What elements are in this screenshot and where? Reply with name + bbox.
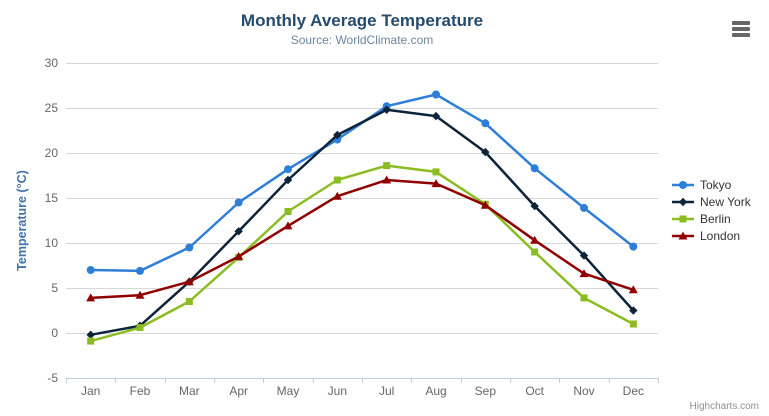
data-point-marker-new-york[interactable] bbox=[382, 105, 391, 114]
data-point-marker-tokyo[interactable] bbox=[234, 198, 243, 207]
data-point-marker-berlin[interactable] bbox=[629, 320, 637, 328]
data-point-marker-new-york[interactable] bbox=[431, 111, 441, 121]
x-axis-label: Apr bbox=[229, 384, 248, 398]
credits-link[interactable]: Highcharts.com bbox=[689, 401, 759, 412]
data-point-marker-london[interactable] bbox=[135, 290, 145, 299]
data-point-marker-new-york[interactable] bbox=[530, 201, 539, 211]
y-axis-label: 20 bbox=[45, 146, 59, 160]
data-point-marker-tokyo[interactable] bbox=[580, 203, 588, 212]
x-axis-label: Mar bbox=[179, 384, 200, 398]
x-axis-label: Jul bbox=[379, 384, 394, 398]
y-axis-label: -5 bbox=[47, 371, 58, 385]
data-point-marker-berlin[interactable] bbox=[87, 337, 95, 345]
data-point-marker-london[interactable] bbox=[530, 235, 540, 244]
data-point-marker-new-york[interactable] bbox=[629, 306, 638, 315]
legend-item-london[interactable]: London bbox=[671, 227, 751, 244]
series-line-london bbox=[89, 178, 635, 300]
legend-item-label: Tokyo bbox=[700, 177, 732, 192]
x-axis-label: Aug bbox=[425, 384, 446, 398]
hamburger-bar bbox=[732, 21, 750, 25]
y-axis-title: Temperature (°C) bbox=[15, 170, 29, 271]
hamburger-bar bbox=[732, 27, 750, 31]
data-point-marker-tokyo[interactable] bbox=[185, 243, 194, 252]
data-point-marker-tokyo[interactable] bbox=[481, 119, 490, 128]
y-axis-label: 15 bbox=[45, 191, 59, 205]
data-point-marker-tokyo[interactable] bbox=[86, 266, 95, 274]
x-axis-label: Sep bbox=[475, 384, 497, 398]
y-axis-label: 10 bbox=[45, 236, 59, 250]
y-axis-label: 25 bbox=[45, 101, 59, 115]
y-axis-label: 0 bbox=[51, 326, 58, 340]
data-point-marker-london[interactable] bbox=[332, 191, 342, 200]
data-point-marker-london[interactable] bbox=[283, 221, 293, 230]
series-line-berlin bbox=[89, 164, 635, 343]
data-point-marker-berlin[interactable] bbox=[432, 168, 440, 176]
legend: Tokyo New York Berlin London bbox=[671, 176, 751, 244]
x-axis-label: May bbox=[277, 384, 300, 398]
x-axis-label: Dec bbox=[623, 384, 644, 398]
data-point-marker-berlin[interactable] bbox=[383, 162, 391, 170]
x-axis-label: Jun bbox=[328, 384, 347, 398]
data-point-marker-berlin[interactable] bbox=[333, 176, 341, 184]
legend-item-label: Berlin bbox=[700, 211, 731, 226]
y-axis-label: 30 bbox=[45, 56, 59, 70]
data-point-marker-new-york[interactable] bbox=[333, 130, 342, 140]
series-line-new-york bbox=[89, 108, 635, 337]
circle-marker-icon bbox=[672, 180, 694, 189]
data-point-marker-tokyo[interactable] bbox=[432, 90, 440, 99]
x-axis-label: Oct bbox=[525, 384, 544, 398]
square-marker-icon bbox=[672, 215, 694, 222]
data-point-marker-tokyo[interactable] bbox=[629, 242, 638, 251]
legend-item-tokyo[interactable]: Tokyo bbox=[671, 176, 751, 193]
data-point-marker-london[interactable] bbox=[382, 175, 392, 184]
chart-subtitle: Source: WorldClimate.com bbox=[290, 33, 434, 47]
triangle-marker-icon bbox=[672, 231, 694, 239]
data-point-marker-london[interactable] bbox=[480, 200, 490, 209]
data-point-marker-tokyo[interactable] bbox=[136, 266, 144, 275]
data-point-marker-london[interactable] bbox=[628, 285, 638, 294]
legend-item-berlin[interactable]: Berlin bbox=[671, 210, 751, 227]
data-point-marker-berlin[interactable] bbox=[531, 248, 539, 256]
data-point-marker-tokyo[interactable] bbox=[530, 164, 539, 173]
legend-item-label: London bbox=[700, 228, 741, 243]
data-point-marker-london[interactable] bbox=[184, 277, 194, 286]
data-point-marker-london[interactable] bbox=[234, 252, 244, 260]
x-axis-label: Feb bbox=[130, 384, 151, 398]
data-point-marker-berlin[interactable] bbox=[136, 324, 144, 332]
hamburger-menu-icon[interactable] bbox=[732, 21, 750, 37]
chart-title: Monthly Average Temperature bbox=[240, 11, 484, 30]
data-point-marker-london[interactable] bbox=[86, 293, 96, 302]
x-axis-label: Jan bbox=[81, 384, 100, 398]
x-axis-label: Nov bbox=[573, 384, 594, 398]
data-point-marker-new-york[interactable] bbox=[481, 147, 490, 157]
data-point-marker-tokyo[interactable] bbox=[284, 165, 292, 174]
data-point-marker-new-york[interactable] bbox=[86, 330, 95, 339]
data-point-marker-berlin[interactable] bbox=[185, 298, 193, 305]
data-point-marker-berlin[interactable] bbox=[580, 294, 588, 302]
data-point-marker-london[interactable] bbox=[579, 269, 589, 278]
data-point-marker-london[interactable] bbox=[431, 179, 441, 188]
data-point-marker-new-york[interactable] bbox=[579, 251, 589, 260]
hamburger-bar bbox=[732, 33, 750, 37]
data-point-marker-new-york[interactable] bbox=[234, 227, 243, 236]
data-point-marker-berlin[interactable] bbox=[284, 208, 292, 215]
series-line-tokyo bbox=[89, 93, 635, 273]
diamond-marker-icon bbox=[672, 197, 694, 206]
legend-item-new-york[interactable]: New York bbox=[671, 193, 751, 210]
legend-item-label: New York bbox=[700, 194, 751, 209]
data-point-marker-new-york[interactable] bbox=[283, 175, 293, 185]
y-axis-label: 5 bbox=[51, 281, 58, 295]
